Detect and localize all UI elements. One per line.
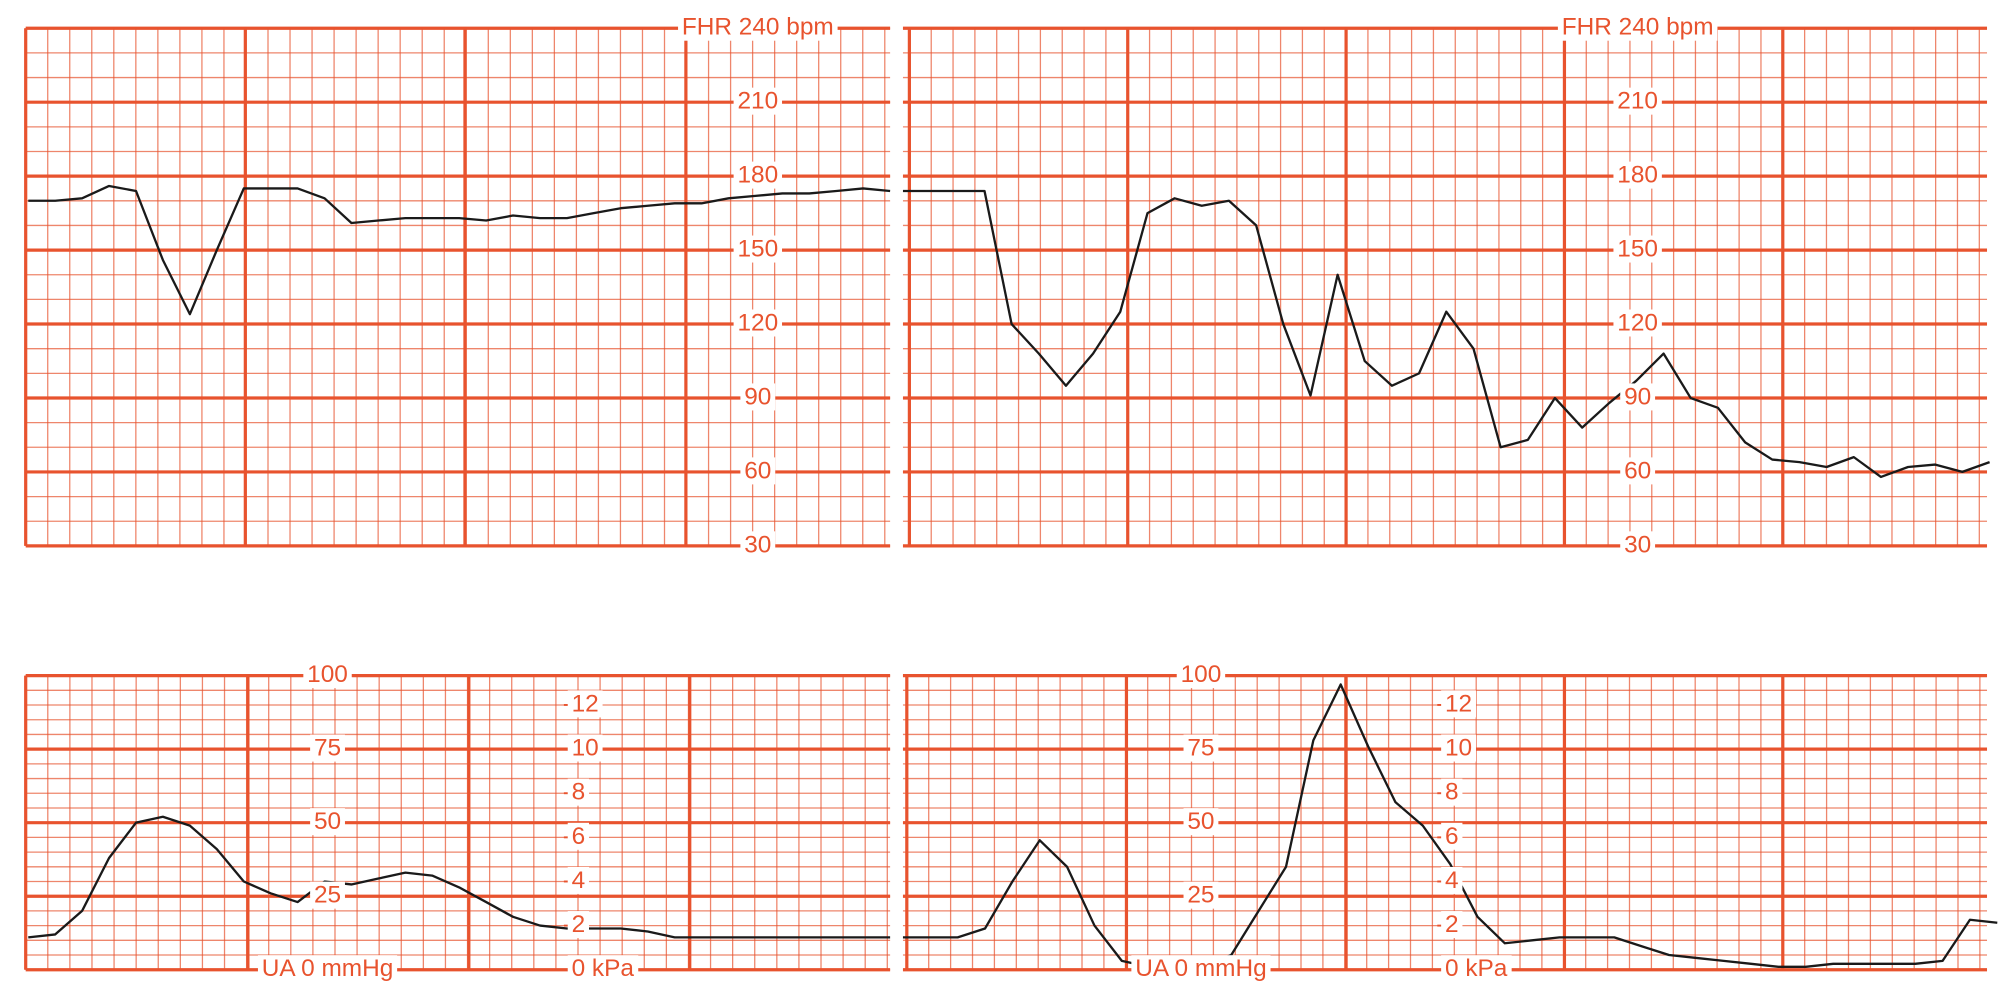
label-bg: [740, 531, 776, 559]
y-tick-label: 210: [1617, 88, 1658, 115]
y-tick-label: 60: [1624, 457, 1651, 484]
y-tick-label: 100: [1181, 661, 1222, 688]
y-tick-label: 90: [1624, 383, 1651, 410]
label-bg: [678, 13, 838, 41]
y2-tick-label: 4: [572, 867, 586, 894]
label-bg: [1613, 309, 1662, 337]
y2-tick-label: 6: [1445, 823, 1459, 850]
label-bg: [1441, 690, 1476, 718]
label-bg: [1441, 734, 1476, 762]
trace-line: [902, 683, 1998, 968]
y-tick-label: UA 0 mmHg: [262, 955, 393, 982]
label-bg: [1613, 87, 1662, 115]
label-bg: [310, 734, 345, 762]
y-tick-label: FHR 240 bpm: [682, 14, 834, 41]
label-bg: [567, 822, 590, 850]
label-bg: [733, 309, 783, 337]
label-bg: [1613, 161, 1662, 189]
label-bg: [1131, 955, 1271, 983]
label-bg: [1441, 866, 1463, 894]
label-bg: [733, 235, 783, 263]
label-bg: [1613, 235, 1662, 263]
y2-tick-label: 8: [572, 779, 586, 806]
y-tick-label: 120: [1617, 309, 1658, 336]
y2-tick-label: 12: [1445, 690, 1472, 717]
y-tick-label: 25: [1187, 882, 1214, 909]
label-bg: [740, 457, 776, 485]
y-tick-label: 25: [314, 882, 341, 909]
label-bg: [303, 661, 352, 689]
y2-tick-label: 2: [1445, 911, 1459, 938]
trace-line: [902, 189, 1990, 479]
label-bg: [310, 881, 345, 909]
y-tick-label: 90: [744, 383, 771, 410]
y-tick-label: UA 0 mmHg: [1135, 955, 1266, 982]
y-tick-label: 75: [314, 735, 341, 762]
label-bg: [567, 955, 639, 983]
label-bg: [740, 383, 776, 411]
y-tick-label: 120: [737, 309, 778, 336]
y2-tick-label: 0 kPa: [1445, 955, 1508, 982]
y-tick-label: 60: [744, 457, 771, 484]
trace-line: [28, 815, 891, 939]
label-bg: [310, 808, 345, 836]
y2-tick-label: 10: [572, 735, 599, 762]
label-bg: [1183, 734, 1219, 762]
y-tick-label: 180: [1617, 162, 1658, 189]
y-tick-label: 150: [1617, 236, 1658, 263]
y-tick-label: 50: [314, 808, 341, 835]
label-bg: [567, 778, 590, 806]
label-bg: [1441, 822, 1463, 850]
y2-tick-label: 0 kPa: [572, 955, 635, 982]
label-bg: [1441, 778, 1463, 806]
y2-tick-label: 4: [1445, 867, 1459, 894]
grid: [24, 26, 1988, 972]
label-bg: [567, 911, 590, 939]
y-tick-label: 180: [737, 162, 778, 189]
label-bg: [1441, 911, 1463, 939]
y2-tick-label: 12: [572, 690, 599, 717]
y2-tick-label: 8: [1445, 779, 1459, 806]
y-tick-label: 50: [1187, 808, 1214, 835]
label-bg: [1441, 955, 1512, 983]
label-bg: [567, 690, 603, 718]
y-tick-label: 75: [1187, 735, 1214, 762]
y-tick-label: 30: [1624, 531, 1651, 558]
label-bg: [1620, 457, 1656, 485]
y-tick-label: FHR 240 bpm: [1562, 14, 1714, 41]
y-tick-label: 30: [744, 531, 771, 558]
label-bg: [1620, 383, 1656, 411]
label-bg: [1620, 531, 1656, 559]
label-bg: [1557, 13, 1718, 41]
label-bg: [1183, 808, 1219, 836]
y-tick-label: 100: [307, 661, 348, 688]
label-bg: [257, 955, 398, 983]
trace-line: [28, 184, 891, 316]
label-bg: [567, 866, 590, 894]
y-tick-label: 210: [737, 88, 778, 115]
label-bg: [733, 87, 783, 115]
label-bg: [1183, 881, 1219, 909]
y2-tick-label: 10: [1445, 735, 1472, 762]
label-bg: [733, 161, 783, 189]
y2-tick-label: 2: [572, 911, 586, 938]
label-bg: [567, 734, 603, 762]
label-bg: [1176, 661, 1226, 689]
y-tick-label: 150: [737, 236, 778, 263]
traces: [28, 184, 1998, 968]
y2-tick-label: 6: [572, 823, 586, 850]
